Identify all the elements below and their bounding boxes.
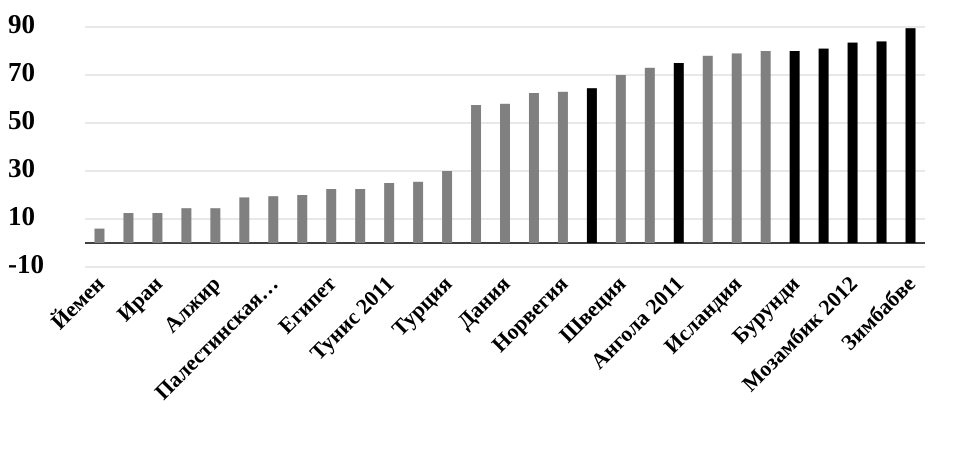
bar [644, 67, 655, 243]
y-tick-label: -10 [8, 249, 44, 279]
bar [123, 213, 134, 243]
bar [413, 181, 424, 243]
bar [557, 91, 568, 243]
bar [152, 213, 163, 243]
bar [500, 103, 510, 243]
bar [731, 53, 742, 244]
bar [760, 51, 771, 243]
y-tick-label: 70 [8, 57, 35, 87]
bar [94, 228, 105, 243]
bar [471, 105, 482, 243]
bar [528, 93, 539, 243]
bar [210, 208, 221, 243]
bar [586, 88, 597, 243]
bar [384, 183, 395, 243]
bar [905, 28, 916, 244]
x-tick-label: Иран [112, 271, 167, 326]
bar [615, 75, 626, 243]
bar [355, 189, 366, 243]
y-tick-label: 10 [8, 201, 35, 231]
bar [818, 48, 829, 243]
y-tick-label: 50 [8, 105, 35, 135]
bar [876, 41, 887, 244]
bar [181, 208, 192, 243]
bar [239, 197, 250, 243]
bar [326, 189, 337, 243]
y-tick-label: 30 [8, 153, 35, 183]
x-tick-label: Турция [387, 271, 457, 341]
bar [673, 63, 684, 243]
bar [789, 51, 800, 243]
y-tick-label: 90 [8, 9, 35, 39]
bar [297, 195, 308, 243]
bar [847, 42, 858, 243]
bar [268, 196, 279, 243]
bar [702, 55, 713, 243]
bar [442, 171, 453, 243]
x-tick-label: Йемен [46, 271, 109, 334]
